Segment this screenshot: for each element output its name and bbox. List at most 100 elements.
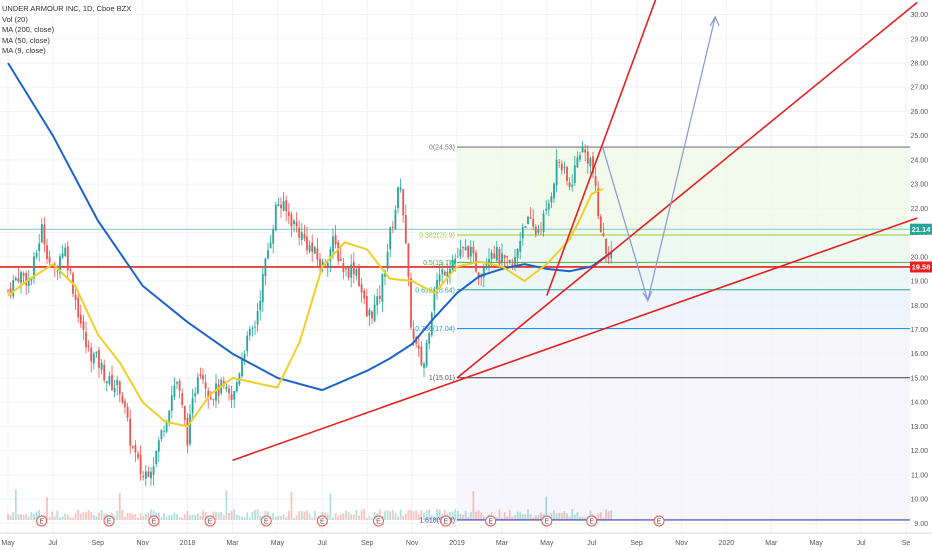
volume-bar (334, 513, 337, 520)
y-tick-label: 13.00 (910, 424, 928, 431)
volume-bar (189, 515, 191, 520)
candle-body (586, 151, 589, 164)
volume-bar (280, 516, 282, 520)
volume-bar (443, 510, 446, 520)
fib-band (457, 328, 910, 378)
candle-body (298, 227, 301, 238)
candle-body (436, 280, 438, 291)
candle-body (311, 242, 314, 252)
candle-body (485, 263, 488, 266)
volume-bar (74, 513, 77, 520)
candle-body (402, 189, 405, 216)
volume-bar (420, 509, 423, 520)
candle-body (235, 382, 238, 392)
candle-body (404, 214, 407, 244)
candle-body (441, 269, 444, 275)
candle-body (287, 211, 290, 216)
legend-symbol[interactable]: UNDER ARMOUR INC, 1D, Cboe BZX (2, 4, 132, 13)
candle-body (610, 251, 613, 259)
volume-bar (425, 510, 428, 520)
candle-body (259, 300, 262, 311)
candle-body (553, 183, 555, 199)
candle-body (313, 247, 316, 254)
candle-body (254, 326, 256, 328)
candle-body (381, 273, 384, 302)
candle-body (170, 395, 173, 411)
candle-body (454, 258, 457, 264)
volume-bar (82, 512, 85, 520)
legend-ma50[interactable]: MA (50, close) (2, 35, 50, 45)
volume-bar (337, 516, 340, 520)
volume-bar (475, 511, 477, 520)
volume-bar (7, 514, 9, 520)
candle-body (280, 204, 282, 209)
volume-bar (389, 511, 392, 520)
candle-body (142, 476, 145, 478)
volume-bar (79, 513, 82, 520)
candle-body (428, 333, 431, 344)
candle-body (417, 345, 420, 349)
candle-body (69, 269, 72, 271)
earnings-marker (653, 515, 665, 527)
candle-body (267, 250, 269, 259)
volume-bar (464, 510, 467, 520)
candle-body (129, 418, 132, 446)
earnings-marker-label: E (107, 519, 112, 526)
earnings-marker (103, 515, 115, 527)
volume-bar (199, 515, 202, 520)
candle-body (329, 249, 332, 262)
volume-bar (61, 516, 64, 520)
candle-body (443, 271, 446, 276)
volume-bar (100, 509, 103, 520)
volume-bar (521, 514, 524, 520)
volume-bar (384, 511, 386, 520)
volume-bar (303, 511, 306, 520)
volume-bar (124, 516, 126, 520)
legend-ma9[interactable]: MA (9, close) (2, 46, 46, 55)
volume-bar (308, 513, 311, 520)
volume-bar (251, 511, 254, 520)
candle-body (95, 351, 98, 354)
candle-body (332, 236, 334, 252)
volume-bar (272, 513, 275, 520)
candle-body (581, 146, 584, 153)
candle-body (163, 430, 165, 432)
volume-bar (64, 513, 67, 520)
earnings-marker-label: E (320, 519, 325, 526)
candle-body (77, 297, 80, 318)
volume-bar (254, 509, 256, 520)
candle-body (407, 243, 410, 277)
candle-body (352, 262, 355, 275)
volume-bar (508, 509, 511, 520)
volume-bar (462, 514, 464, 520)
candle-body (368, 309, 371, 316)
x-tick-label: Sep (361, 540, 374, 547)
candle-body (594, 176, 597, 187)
candle-body (90, 347, 93, 362)
candle-body (85, 332, 87, 348)
volume-bar (264, 510, 267, 520)
volume-bar (438, 509, 441, 520)
candle-body (189, 414, 191, 444)
volume-bar (248, 517, 251, 520)
volume-bar (12, 511, 15, 520)
candle-body (602, 233, 605, 237)
candle-body (103, 364, 106, 381)
candle-body (394, 209, 397, 230)
earnings-marker (541, 515, 553, 527)
candle-body (124, 401, 126, 408)
y-tick-label: 11.00 (911, 472, 928, 479)
legend-ma200[interactable]: MA (200, close) (2, 25, 55, 34)
volume-bar (66, 514, 69, 520)
candle-body (508, 259, 511, 263)
candle-body (243, 353, 246, 360)
candle-body (498, 249, 501, 265)
volume-bar (129, 513, 132, 520)
x-tick-label: May (810, 540, 824, 547)
volume-bar (72, 517, 74, 520)
candle-body (501, 253, 503, 263)
candle-body (537, 229, 540, 233)
volume-bar (397, 516, 399, 520)
legend-volume[interactable]: Vol (20) (2, 14, 28, 24)
